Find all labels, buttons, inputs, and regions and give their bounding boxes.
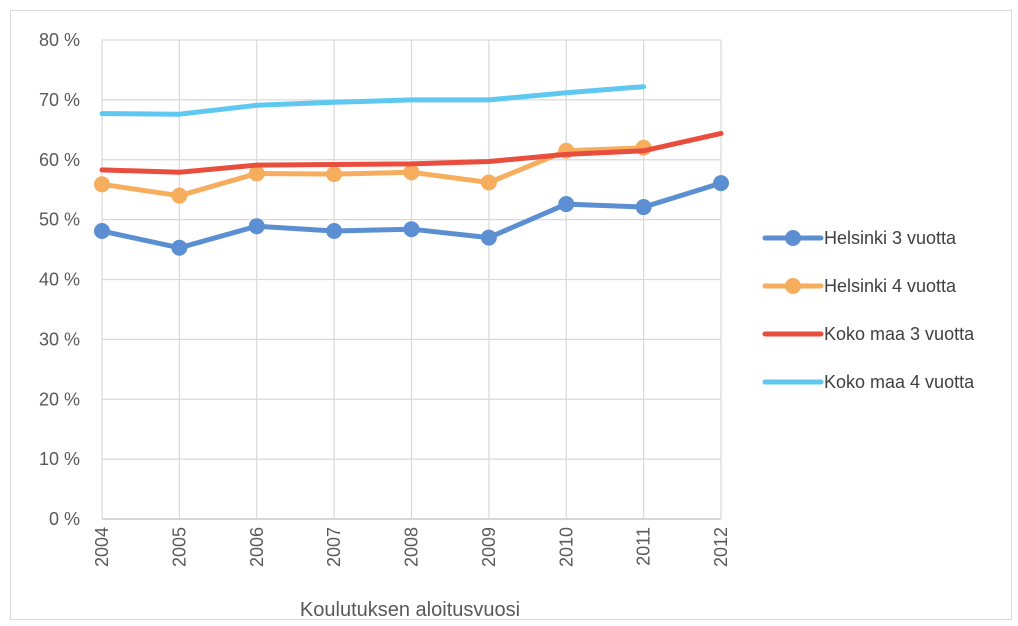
data-point [635, 199, 652, 216]
x-tick-label: 2005 [169, 527, 189, 567]
y-tick-label: 40 % [39, 270, 80, 290]
data-point [480, 229, 497, 246]
series-4 [99, 84, 647, 117]
data-point [480, 174, 497, 191]
x-tick-label: 2012 [711, 527, 731, 567]
y-tick-label: 60 % [39, 150, 80, 170]
data-point [94, 223, 110, 240]
legend-label: Koko maa 3 vuotta [824, 324, 975, 344]
x-tick-label: 2007 [324, 527, 344, 567]
legend-marker [785, 230, 801, 246]
legend-item: Koko maa 3 vuotta [762, 324, 975, 344]
y-tick-label: 10 % [39, 449, 80, 469]
series-3 [99, 130, 724, 175]
data-point [248, 165, 265, 182]
grid [101, 39, 722, 520]
x-tick-label: 2011 [634, 527, 654, 566]
data-point [94, 176, 110, 193]
x-tick-label: 2004 [92, 527, 112, 567]
legend-item: Koko maa 4 vuotta [762, 372, 975, 392]
data-point [403, 221, 420, 238]
y-tick-label: 30 % [39, 329, 80, 349]
y-tick-label: 70 % [39, 90, 80, 110]
data-point [403, 164, 420, 181]
y-tick-label: 20 % [39, 389, 80, 409]
series-1 [94, 175, 729, 256]
y-tick-label: 80 % [39, 30, 80, 50]
x-tick-label: 2010 [556, 527, 576, 567]
legend-item: Helsinki 4 vuotta [762, 276, 957, 296]
x-axis-ticks: 2004 2005 2006 2007 2008 2009 2010 2011 2012 [92, 527, 731, 567]
legend-marker [785, 278, 801, 294]
legend-label: Helsinki 3 vuotta [824, 228, 957, 248]
y-axis-ticks: 0 % 10 % 20 % 30 % 40 % 50 % 60 % 70 % 80 % [39, 30, 80, 529]
data-point [171, 239, 188, 256]
data-point [558, 196, 575, 213]
series-lines [94, 84, 729, 256]
series-line [99, 130, 724, 175]
legend-label: Koko maa 4 vuotta [824, 372, 975, 392]
data-point [171, 187, 188, 204]
data-point [326, 166, 343, 183]
x-axis-title: Koulutuksen aloitusvuosi [300, 599, 520, 621]
series-line [99, 84, 647, 117]
x-tick-label: 2008 [402, 527, 422, 567]
chart-frame [10, 10, 1012, 620]
x-tick-label: 2006 [247, 527, 267, 567]
legend-label: Helsinki 4 vuotta [824, 276, 957, 296]
data-point [248, 218, 265, 235]
x-tick-label: 2009 [479, 527, 499, 567]
y-tick-label: 50 % [39, 210, 80, 230]
data-point [326, 223, 343, 240]
data-point [713, 175, 729, 192]
legend: Helsinki 3 vuotta Helsinki 4 vuotta Koko m… [762, 228, 975, 392]
legend-item: Helsinki 3 vuotta [762, 228, 957, 248]
y-tick-label: 0 % [49, 509, 80, 529]
